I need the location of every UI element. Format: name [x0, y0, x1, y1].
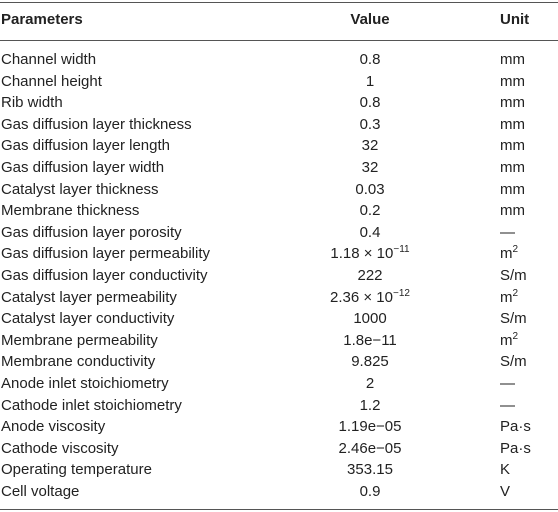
- unit-cell: S/m: [500, 267, 527, 284]
- bottom-rule: [0, 509, 558, 510]
- unit-cell: —: [500, 223, 515, 241]
- parameter-cell: Gas diffusion layer porosity: [1, 223, 182, 241]
- value-cell: 1.19e−05: [338, 418, 402, 436]
- value-cell: 0.9: [359, 483, 381, 500]
- parameter-cell: Gas diffusion layer length: [1, 137, 170, 155]
- header-cell: Unit: [500, 11, 530, 28]
- unit-cell: Pa·s: [500, 439, 531, 457]
- parameter-cell: Gas diffusion layer conductivity: [1, 267, 208, 284]
- unit-cell: Pa·s: [500, 418, 531, 436]
- base-text: m: [500, 331, 513, 349]
- unit-cell: mm: [500, 180, 525, 198]
- superscript: 2: [512, 287, 519, 299]
- parameter-cell: Operating temperature: [1, 461, 152, 479]
- value-cell: 1: [365, 72, 375, 90]
- parameter-cell: Catalyst layer permeability: [1, 288, 177, 306]
- value-cell: 2.46e−05: [338, 439, 402, 457]
- parameter-cell: Anode viscosity: [1, 418, 106, 436]
- unit-cell: —: [500, 396, 515, 414]
- unit-cell: mm: [500, 137, 525, 155]
- value-cell: 32: [361, 137, 379, 155]
- value-cell: 1.18 × 10−11: [260, 245, 480, 263]
- value-cell: 2: [365, 375, 375, 392]
- superscript: −11: [393, 244, 410, 256]
- parameter-cell: Gas diffusion layer permeability: [1, 245, 210, 263]
- header-cell: Parameters: [1, 11, 83, 28]
- value-cell: 0.8: [359, 94, 381, 112]
- value-cell: 353.15: [347, 461, 393, 479]
- unit-cell: S/m: [500, 353, 527, 371]
- parameter-cell: Rib width: [1, 94, 63, 112]
- superscript: −12: [393, 287, 410, 299]
- parameter-cell: Membrane permeability: [1, 331, 158, 349]
- superscript: 2: [512, 330, 519, 342]
- base-text: m: [500, 245, 513, 263]
- unit-cell: mm: [500, 202, 525, 220]
- parameter-cell: Membrane conductivity: [1, 353, 156, 371]
- base-text: 1.18 × 10: [330, 245, 394, 263]
- unit-cell: mm: [500, 115, 525, 133]
- header-rule: [0, 40, 558, 41]
- value-cell: 0.4: [359, 223, 381, 241]
- value-cell: 2.36 × 10−12: [260, 287, 480, 307]
- value-cell: 0.03: [355, 180, 385, 198]
- parameter-cell: Cathode viscosity: [1, 439, 119, 457]
- header-cell: Value: [350, 11, 390, 28]
- value-cell: 9.825: [351, 353, 389, 371]
- unit-cell: m2: [500, 330, 519, 350]
- top-rule: [0, 2, 558, 3]
- base-text: 2.36 × 10: [330, 288, 393, 306]
- parameter-cell: Gas diffusion layer thickness: [1, 115, 192, 133]
- unit-cell: mm: [500, 94, 525, 112]
- parameter-cell: Catalyst layer thickness: [1, 180, 159, 198]
- parameter-cell: Channel width: [1, 51, 97, 68]
- parameter-cell: Membrane thickness: [1, 202, 140, 220]
- unit-cell: V: [500, 483, 511, 500]
- unit-cell: S/m: [500, 310, 527, 328]
- parameter-cell: Cathode inlet stoichiometry: [1, 396, 182, 414]
- parameter-cell: Catalyst layer conductivity: [1, 310, 175, 328]
- value-cell: 0.8: [359, 51, 381, 68]
- value-cell: 1.8e−11: [343, 331, 397, 349]
- value-cell: 1000: [353, 310, 387, 328]
- value-cell: 222: [357, 267, 383, 284]
- value-cell: 0.2: [359, 202, 381, 220]
- unit-cell: mm: [500, 159, 525, 176]
- value-cell: 1.2: [359, 396, 381, 414]
- parameter-cell: Cell voltage: [1, 483, 80, 500]
- parameter-cell: Anode inlet stoichiometry: [1, 375, 169, 392]
- value-cell: 0.3: [359, 115, 381, 133]
- base-text: m: [500, 288, 513, 306]
- value-cell: 32: [361, 159, 379, 176]
- unit-cell: m2: [500, 245, 518, 263]
- parameter-cell: Channel height: [1, 72, 102, 90]
- unit-cell: m2: [500, 287, 519, 307]
- superscript: 2: [512, 244, 519, 256]
- unit-cell: mm: [500, 51, 525, 68]
- unit-cell: mm: [500, 72, 525, 90]
- parameter-cell: Gas diffusion layer width: [1, 159, 165, 176]
- unit-cell: —: [500, 375, 515, 392]
- unit-cell: K: [500, 461, 511, 479]
